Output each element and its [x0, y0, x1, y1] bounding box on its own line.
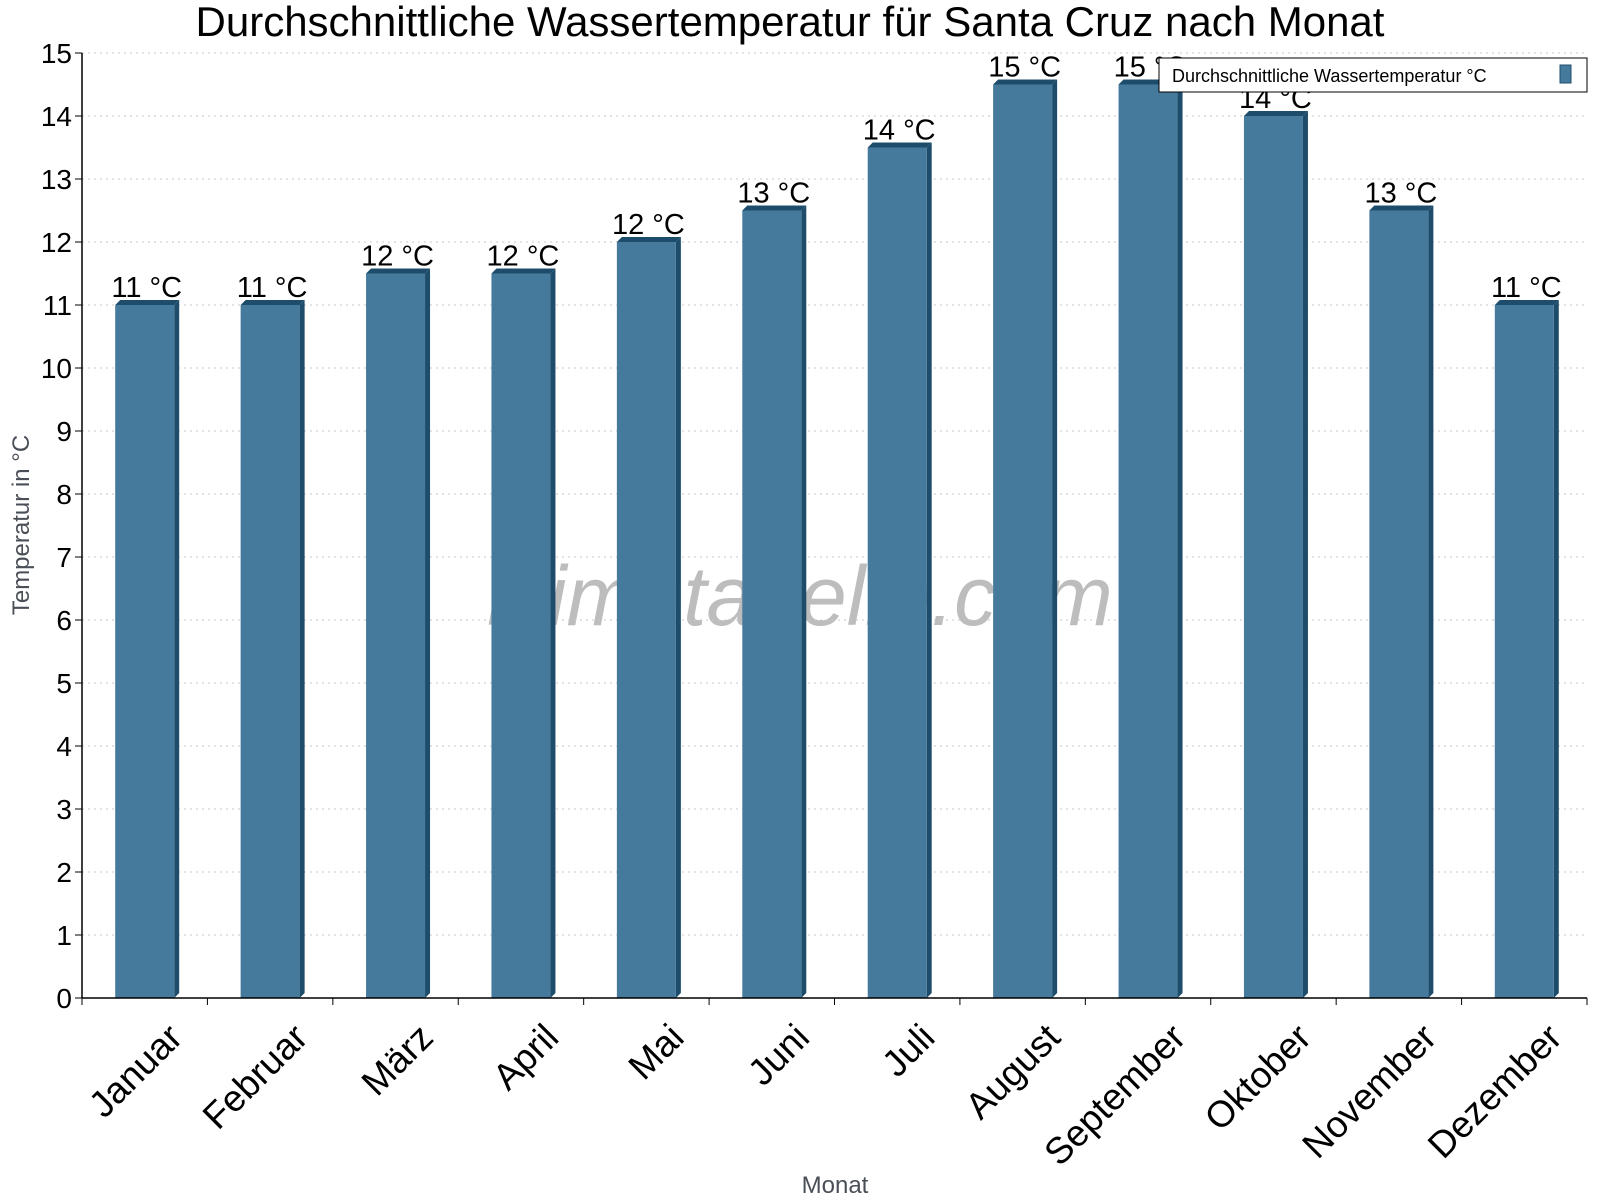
x-tick-label: März [354, 1016, 441, 1103]
data-label: 14 °C [863, 115, 936, 147]
bar-side [1302, 111, 1308, 998]
bar-front [867, 147, 927, 998]
y-axis-label: Temperatur in °C [8, 435, 35, 615]
bar-front [993, 84, 1053, 998]
bars [115, 79, 1559, 998]
bar-top [491, 268, 556, 274]
y-tick-label: 15 [41, 38, 72, 69]
y-tick-label: 8 [56, 479, 72, 510]
data-label: 12 °C [487, 241, 560, 273]
y-tick-label: 6 [56, 605, 72, 636]
bar-front [491, 273, 551, 998]
data-label: 12 °C [361, 241, 434, 273]
bar-top [867, 142, 932, 148]
bar-front [115, 305, 175, 998]
y-tick-label: 12 [41, 227, 72, 258]
y-tick-label: 9 [56, 416, 72, 447]
bar-april [491, 268, 556, 998]
chart-title: Durchschnittliche Wassertemperatur für S… [196, 0, 1385, 45]
bar-side [1052, 79, 1058, 998]
x-tick-label: Juni [740, 1016, 817, 1093]
bar-september [1118, 79, 1183, 998]
legend-box [1158, 57, 1588, 93]
bar-side [425, 268, 431, 998]
y-tick-label: 13 [41, 164, 72, 195]
bar-oktober [1243, 111, 1308, 998]
y-tick-label: 0 [56, 983, 72, 1014]
bar-side [299, 300, 305, 998]
data-label: 12 °C [612, 209, 685, 241]
bar-top [366, 268, 431, 274]
x-tick-label: November [1294, 1016, 1444, 1166]
bar-top [1369, 205, 1434, 211]
y-tick-label: 1 [56, 920, 72, 951]
bar-top [115, 300, 180, 305]
bar-front [1494, 305, 1554, 998]
x-tick-label: Februar [195, 1016, 316, 1137]
data-label: 11 °C [1491, 272, 1562, 304]
bar-märz [366, 268, 431, 998]
bar-front [240, 305, 300, 998]
bar-januar [115, 300, 180, 998]
bar-mai [616, 237, 681, 998]
bar-side [550, 268, 556, 998]
y-tick-label: 10 [41, 353, 72, 384]
legend: Durchschnittliche Wassertemperatur °C [1158, 57, 1588, 93]
bar-front [742, 210, 802, 998]
bar-side [1177, 79, 1183, 998]
bar-juli [867, 142, 932, 998]
bar-top [1243, 111, 1308, 116]
data-label: 11 °C [237, 272, 308, 304]
bar-august [993, 79, 1058, 998]
bar-top [993, 79, 1058, 85]
bar-front [1118, 84, 1178, 998]
y-tick-label: 7 [56, 542, 72, 573]
bar-top [616, 237, 681, 242]
data-labels: 11 °C 11 °C 12 °C 12 °C 12 °C 13 °C 14 °C 15 °C… [111, 52, 1561, 305]
x-tick-label: Januar [81, 1016, 190, 1125]
bar-februar [240, 300, 305, 998]
y-tick-label: 4 [56, 731, 72, 762]
y-tick-label: 3 [56, 794, 72, 825]
bar-top [1494, 300, 1559, 305]
bar-side [1428, 205, 1434, 998]
bar-front [366, 273, 426, 998]
x-tick-label: Mai [621, 1016, 692, 1087]
bar-top [742, 205, 807, 211]
x-axis-label: Monat [802, 1172, 869, 1199]
bar-front [1369, 210, 1429, 998]
legend-label: Durchschnittliche Wassertemperatur °C [1172, 66, 1487, 86]
x-tick-label: Juli [874, 1016, 942, 1084]
bar-front [616, 242, 676, 998]
y-tick-label: 14 [41, 101, 72, 132]
y-tick-label: 11 [43, 290, 72, 321]
bar-side [675, 237, 681, 998]
x-tick-label: Dezember [1420, 1016, 1570, 1166]
x-tick-label: August [957, 1016, 1068, 1127]
data-label: 13 °C [1364, 178, 1437, 210]
data-label: 13 °C [737, 178, 810, 210]
x-tick-label: Oktober [1197, 1016, 1319, 1138]
bar-november [1369, 205, 1434, 998]
bar-front [1243, 116, 1303, 998]
bar-dezember [1494, 300, 1559, 998]
x-tick-label: April [485, 1016, 566, 1097]
bar-juni [742, 205, 807, 998]
bar-top [240, 300, 305, 305]
legend-swatch [1559, 64, 1572, 84]
y-tick-label: 2 [56, 857, 72, 888]
data-label: 11 °C [111, 272, 182, 304]
bar-side [174, 300, 180, 998]
bar-side [801, 205, 807, 998]
grid-lines [82, 52, 1587, 936]
bar-side [1553, 300, 1559, 998]
bar-side [926, 142, 932, 998]
data-label: 15 °C [988, 52, 1061, 84]
y-tick-label: 5 [56, 668, 72, 699]
